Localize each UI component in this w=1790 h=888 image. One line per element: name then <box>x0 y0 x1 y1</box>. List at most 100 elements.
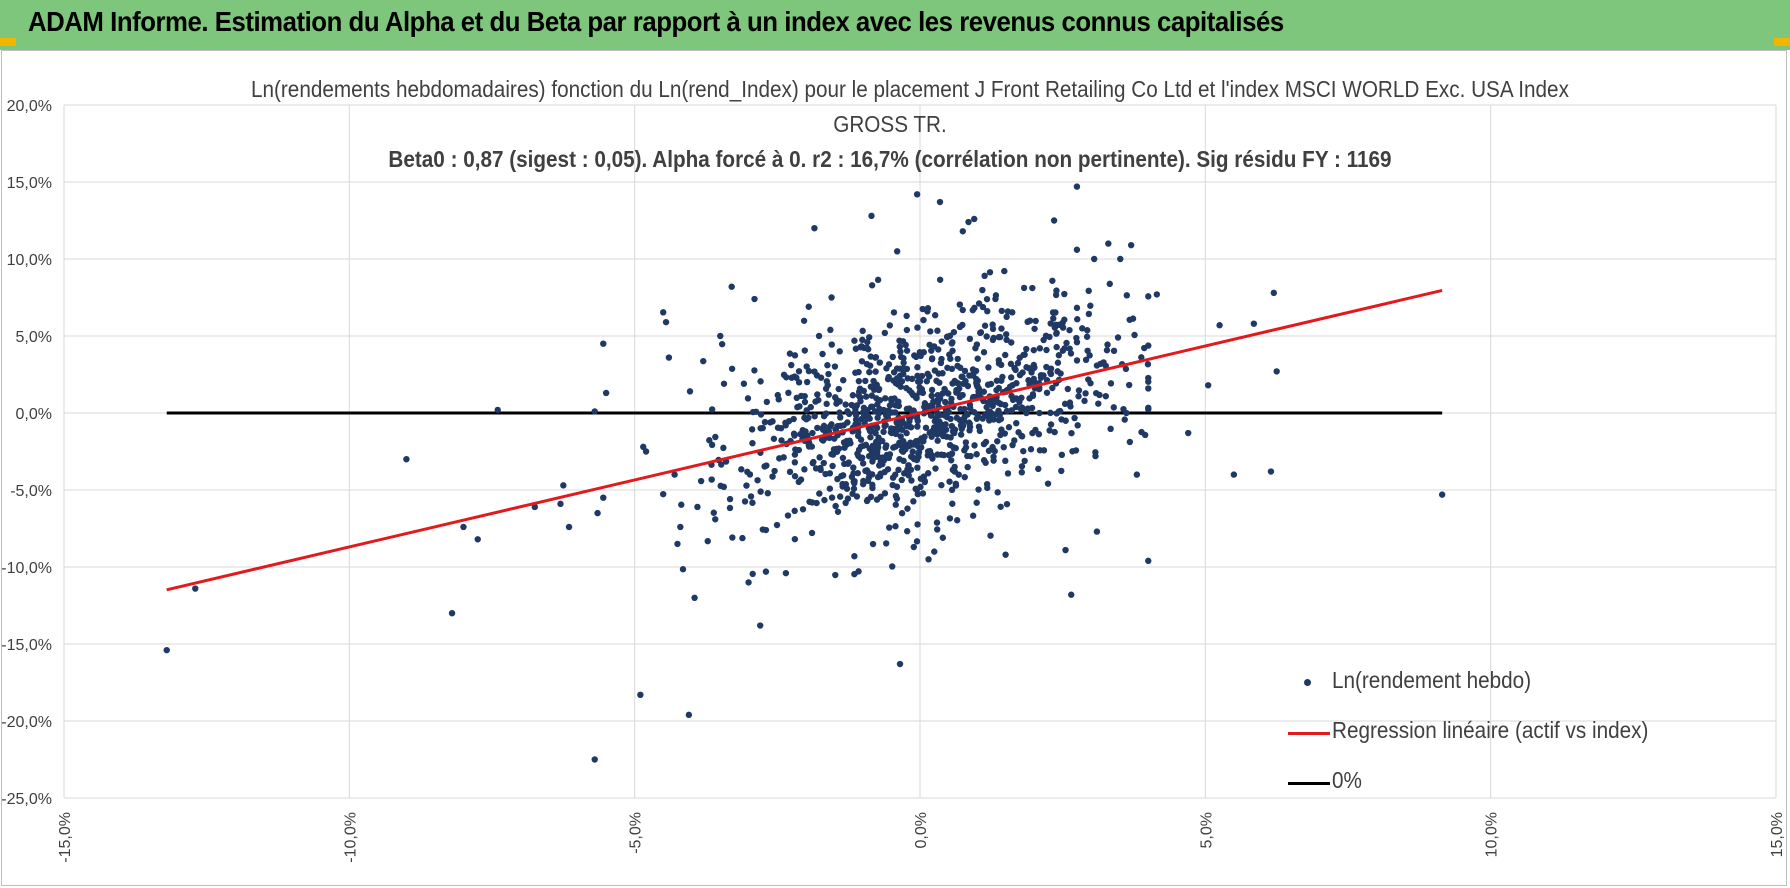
data-point <box>1046 333 1053 341</box>
data-point <box>801 466 808 473</box>
data-point <box>877 493 884 501</box>
data-point <box>868 212 875 220</box>
data-point <box>1055 352 1063 359</box>
data-point <box>922 424 930 431</box>
x-tick-label: -5,0% <box>628 812 645 854</box>
data-point <box>989 336 997 344</box>
data-point <box>1073 334 1080 342</box>
data-point <box>866 368 873 376</box>
data-point <box>936 198 944 206</box>
data-point <box>776 455 783 462</box>
data-point <box>939 432 947 440</box>
data-point <box>913 486 921 493</box>
data-point <box>796 403 803 410</box>
data-point <box>854 432 862 440</box>
data-point <box>728 283 735 290</box>
data-point <box>642 448 650 455</box>
data-point <box>1085 287 1092 295</box>
data-point <box>791 352 799 359</box>
data-point <box>987 380 995 388</box>
data-point <box>777 425 785 432</box>
data-point <box>831 363 839 370</box>
data-point <box>1044 480 1052 487</box>
legend-marker-regression <box>1288 732 1330 735</box>
data-point <box>1110 347 1118 355</box>
data-point <box>1126 316 1133 323</box>
data-point <box>726 504 734 512</box>
data-point <box>881 490 889 497</box>
data-point <box>860 387 867 395</box>
data-point <box>987 532 994 539</box>
data-point <box>1064 385 1072 393</box>
data-point <box>1082 356 1090 364</box>
data-point <box>910 543 918 551</box>
data-point <box>1123 292 1131 299</box>
data-point <box>851 480 858 487</box>
data-point <box>980 457 988 464</box>
data-point <box>1125 381 1133 389</box>
data-point <box>1104 341 1111 348</box>
data-point <box>591 408 598 415</box>
data-point <box>988 410 996 417</box>
y-tick-label: -25,0% <box>1 791 52 808</box>
regression-line <box>166 288 1443 592</box>
data-point <box>920 438 927 445</box>
data-point <box>816 490 823 497</box>
data-point <box>759 424 766 432</box>
data-point <box>660 490 667 498</box>
data-point <box>1026 395 1033 402</box>
data-point <box>474 536 481 543</box>
data-point <box>938 481 945 489</box>
corner-marker-left <box>0 38 16 46</box>
data-point <box>884 466 892 473</box>
data-point <box>852 416 860 423</box>
data-point <box>801 414 808 421</box>
data-point <box>950 444 957 451</box>
data-point <box>914 417 921 425</box>
data-point <box>886 322 894 329</box>
data-point <box>778 437 785 444</box>
data-point <box>757 378 764 385</box>
data-point <box>833 400 840 407</box>
data-point <box>990 457 997 464</box>
data-point <box>881 329 889 337</box>
data-point <box>771 467 778 475</box>
data-point <box>780 371 788 379</box>
data-point <box>936 428 943 435</box>
data-point <box>867 383 875 390</box>
data-point <box>953 386 960 394</box>
data-point <box>769 473 776 480</box>
data-point <box>1204 382 1212 389</box>
data-point <box>712 433 719 441</box>
data-point <box>1073 357 1081 364</box>
data-point <box>1073 304 1081 312</box>
data-point <box>704 537 711 545</box>
data-point <box>826 470 834 477</box>
data-point <box>1074 422 1081 429</box>
data-point <box>718 340 726 348</box>
data-point <box>691 594 698 601</box>
data-point <box>1141 431 1149 439</box>
x-tick-label: -10,0% <box>342 812 359 863</box>
data-point <box>1013 379 1020 387</box>
data-point <box>1121 416 1128 423</box>
data-point <box>977 329 985 336</box>
data-point <box>1030 375 1038 383</box>
data-point <box>1084 347 1091 354</box>
data-point <box>910 440 917 447</box>
data-point <box>1040 336 1047 344</box>
data-point <box>897 441 904 449</box>
data-point <box>892 430 900 438</box>
data-point <box>1082 390 1089 397</box>
data-point <box>740 380 748 387</box>
data-point <box>895 398 902 405</box>
data-point <box>1105 240 1112 247</box>
data-point <box>1014 359 1022 367</box>
data-point <box>677 523 684 531</box>
data-point <box>831 435 838 442</box>
data-point <box>906 387 913 394</box>
data-point <box>1083 333 1091 340</box>
data-point <box>1004 470 1012 477</box>
data-point <box>1050 315 1057 322</box>
data-point <box>850 485 858 492</box>
